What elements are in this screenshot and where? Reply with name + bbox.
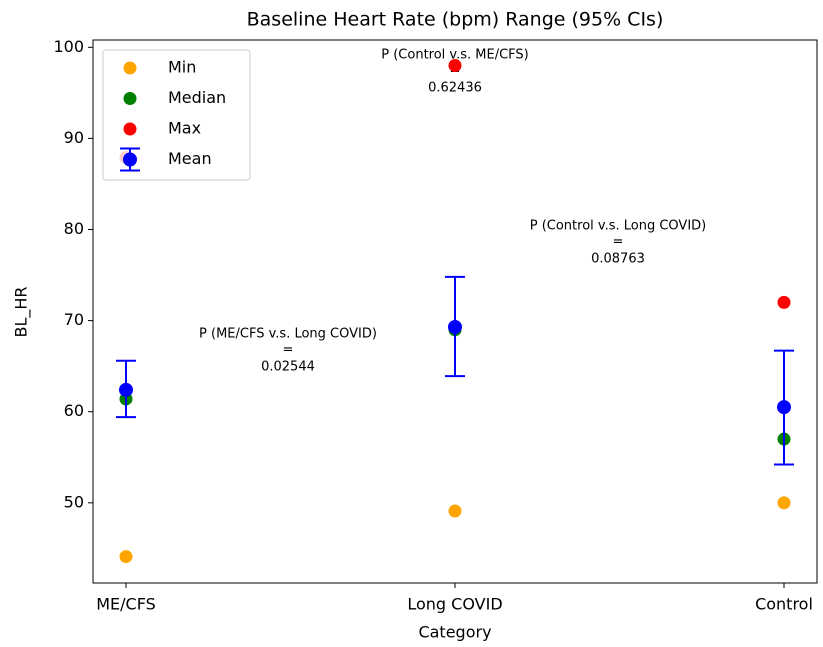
chart-title: Baseline Heart Rate (bpm) Range (95% CIs… bbox=[247, 9, 664, 31]
legend-marker bbox=[123, 122, 137, 136]
point bbox=[448, 59, 462, 73]
point bbox=[448, 319, 462, 334]
legend: Min Median Max Mean bbox=[102, 49, 251, 181]
y-tick-label: 80 bbox=[64, 219, 84, 238]
y-tick-label: 100 bbox=[53, 37, 84, 56]
y-tick-label: 60 bbox=[64, 401, 84, 420]
y-tick-label: 50 bbox=[64, 492, 84, 511]
point bbox=[448, 504, 462, 518]
annotation-line: 0.08763 bbox=[591, 252, 645, 267]
annotation-line: 0.02544 bbox=[261, 360, 315, 375]
annotation-line: = bbox=[283, 343, 294, 358]
legend-label: Median bbox=[168, 88, 226, 107]
legend-label: Min bbox=[168, 58, 196, 77]
y-axis-label: BL_HR bbox=[12, 286, 32, 337]
x-tick-label: Long COVID bbox=[407, 595, 502, 614]
annotation: P (Control v.s. ME/CFS) = 0.62436 P (Con… bbox=[199, 48, 706, 375]
legend-label: Mean bbox=[168, 149, 212, 168]
legend-marker bbox=[123, 152, 137, 167]
legend-marker bbox=[123, 92, 137, 105]
x-tick-label: ME/CFS bbox=[96, 595, 156, 614]
point bbox=[777, 400, 791, 415]
legend-marker bbox=[123, 61, 137, 75]
annotation-line: P (Control v.s. ME/CFS) bbox=[381, 48, 528, 63]
point bbox=[119, 382, 133, 397]
point bbox=[119, 550, 133, 564]
annotation-line: 0.62436 bbox=[428, 81, 482, 96]
annotation-line: = bbox=[613, 235, 624, 250]
legend-label: Max bbox=[168, 119, 201, 138]
point bbox=[777, 295, 791, 309]
x-tick-label: Control bbox=[755, 595, 813, 614]
x-axis-label: Category bbox=[418, 623, 491, 642]
annotation-line: P (Control v.s. Long COVID) bbox=[530, 219, 707, 234]
annotation-line: P (ME/CFS v.s. Long COVID) bbox=[199, 327, 377, 342]
point bbox=[777, 496, 791, 510]
y-tick-label: 90 bbox=[64, 128, 84, 147]
y-tick-label: 70 bbox=[64, 310, 84, 329]
